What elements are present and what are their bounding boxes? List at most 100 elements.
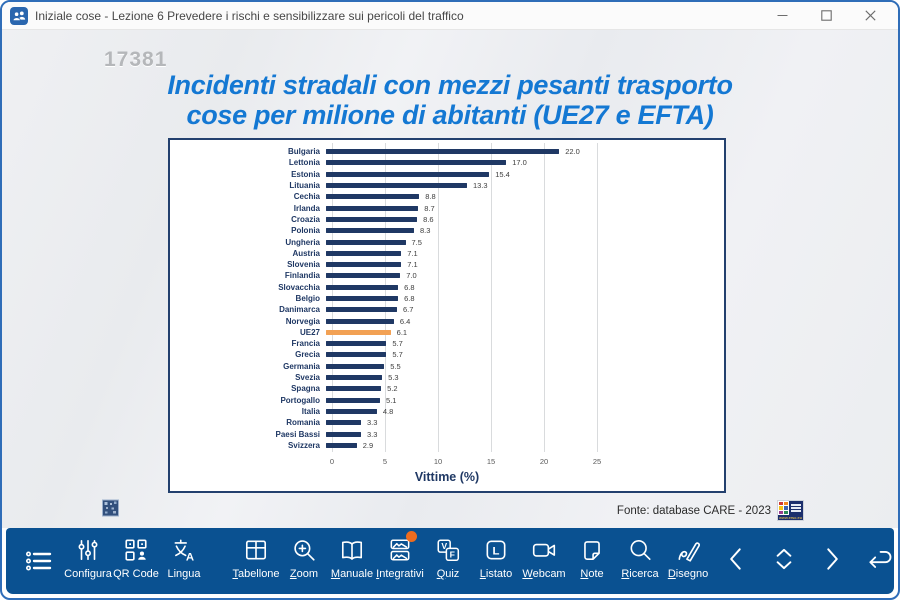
toolbar-item-ricerca[interactable]: Ricerca <box>616 528 664 594</box>
bar <box>326 307 398 313</box>
x-tick-label: 10 <box>433 457 443 466</box>
erso-logo: www.erso.eu <box>777 500 804 521</box>
toolbar-item-note[interactable]: Note <box>568 528 616 594</box>
chevron-up-down-icon <box>769 545 799 578</box>
x-tick-label: 0 <box>329 457 335 466</box>
bar <box>326 375 383 381</box>
category-label: Ungheria <box>285 237 320 247</box>
chart-row: Belgio 6.8 <box>170 293 722 304</box>
value-label: 5.1 <box>386 395 397 405</box>
bar <box>326 250 402 256</box>
toolbar-label: Note <box>580 568 604 580</box>
value-label: 5.2 <box>387 384 398 394</box>
chart-row: Grecia 5.7 <box>170 349 722 360</box>
next-slide-button[interactable] <box>808 528 856 594</box>
category-label: Romania <box>286 418 320 428</box>
slide-code: 17381 <box>104 48 168 71</box>
toolbar-item-configura[interactable]: Configura <box>64 528 112 594</box>
toolbar-item-quiz[interactable]: V F Quiz <box>424 528 472 594</box>
toolbar-item-lingua[interactable]: A Lingua <box>160 528 208 594</box>
category-label: Svezia <box>295 373 320 383</box>
category-label: Germania <box>283 361 320 371</box>
x-tick-label: 20 <box>539 457 549 466</box>
toolbar-item-manuale[interactable]: Manuale <box>328 528 376 594</box>
chart-row: UE27 6.1 <box>170 327 722 338</box>
bar <box>326 442 357 448</box>
toolbar-label: Tabellone <box>232 568 280 580</box>
category-label: Italia <box>301 406 320 416</box>
category-label: Slovacchia <box>278 282 320 292</box>
bar <box>326 194 420 200</box>
chart-row: Danimarca 6.7 <box>170 304 722 315</box>
value-label: 6.8 <box>404 294 415 303</box>
value-label: 8.7 <box>424 203 435 213</box>
toolbar-label: Ricerca <box>621 568 659 580</box>
pen-icon <box>675 535 701 565</box>
svg-text:V: V <box>441 541 447 551</box>
value-label: 7.5 <box>411 237 422 247</box>
chart-row: Svezia 5.3 <box>170 372 722 383</box>
toolbar-label: Quiz <box>436 568 460 580</box>
value-label: 5.7 <box>392 350 403 360</box>
bar <box>326 420 361 426</box>
maximize-button[interactable] <box>804 3 848 29</box>
toolbar-label: Listato <box>479 568 513 580</box>
value-label: 7.1 <box>407 260 418 270</box>
toolbar-item-menu[interactable] <box>14 528 64 594</box>
prev-slide-button[interactable] <box>712 528 760 594</box>
chart-row: Bulgaria 22.0 <box>170 146 722 157</box>
chart-row: Norvegia 6.4 <box>170 315 722 326</box>
value-label: 7.1 <box>407 248 418 258</box>
translate-icon: A <box>171 535 197 565</box>
value-label: 6.8 <box>404 282 415 292</box>
source-text: Fonte: database CARE - 2023 <box>616 504 771 517</box>
close-button[interactable] <box>848 3 892 29</box>
bar <box>326 329 391 335</box>
letter-l-icon: L <box>483 535 509 565</box>
chart-row: Slovenia 7.1 <box>170 259 722 270</box>
chart-row: Austria 7.1 <box>170 248 722 259</box>
minimize-button[interactable] <box>760 3 804 29</box>
toolbar-item-zoom[interactable]: Zoom <box>280 528 328 594</box>
category-label: Slovenia <box>287 260 320 270</box>
value-label: 8.3 <box>419 226 431 236</box>
chart-row: Finlandia 7.0 <box>170 270 722 281</box>
toolbar-item-listato[interactable]: L Listato <box>472 528 520 594</box>
category-label: Estonia <box>291 169 320 179</box>
value-label: 22.0 <box>565 147 580 157</box>
bar <box>326 341 387 347</box>
chart-row: Lituania 13.3 <box>170 180 722 191</box>
svg-text:L: L <box>493 546 500 558</box>
value-label: 6.1 <box>396 327 408 337</box>
bar <box>326 205 419 211</box>
toolbar-item-webcam[interactable]: Webcam <box>520 528 568 594</box>
notification-badge <box>406 531 417 542</box>
category-label: Spagna <box>291 384 320 394</box>
value-label: 6.4 <box>399 316 411 326</box>
category-label: UE27 <box>299 327 320 337</box>
chart-row: Polonia 8.3 <box>170 225 722 236</box>
chart-row: Cechia 8.8 <box>170 191 722 202</box>
bottom-toolbar: Configura QR Code <box>6 528 894 594</box>
bar <box>326 296 399 301</box>
chart-row: Irlanda 8.7 <box>170 202 722 213</box>
chart-row: Italia 4.8 <box>170 406 722 417</box>
toolbar-item-tabellone[interactable]: Tabellone <box>232 528 280 594</box>
toolbar-item-qr-code[interactable]: QR Code <box>112 528 160 594</box>
scroll-updown-button[interactable] <box>760 528 808 594</box>
category-label: Croazia <box>291 214 320 224</box>
category-label: Polonia <box>291 226 320 236</box>
toolbar-item-disegno[interactable]: Disegno <box>664 528 712 594</box>
category-label: Irlanda <box>293 203 320 213</box>
value-label: 2.9 <box>362 440 374 450</box>
toolbar-separator <box>208 528 232 594</box>
chart-source: Fonte: database CARE - 2023 www.erso.eu <box>617 500 804 521</box>
toolbar-item-integrativi[interactable]: Integrativi <box>376 528 424 594</box>
category-label: Paesi Bassi <box>275 429 320 439</box>
chart-xlabel: Vittime (%) <box>414 470 480 484</box>
chart-row: Paesi Bassi 3.3 <box>170 428 722 439</box>
app-icon <box>10 6 28 25</box>
value-label: 8.8 <box>425 192 436 202</box>
chart-row: Estonia 15.4 <box>170 169 722 180</box>
return-button[interactable] <box>856 528 898 594</box>
